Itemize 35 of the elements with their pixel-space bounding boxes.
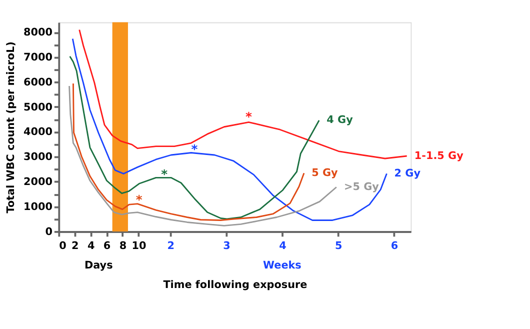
x2-tick-label: 10 bbox=[132, 240, 146, 252]
x-axis-title: Time following exposure bbox=[163, 278, 308, 291]
y-tick-label: 0 bbox=[45, 226, 53, 238]
y-tick-label: 8000 bbox=[24, 26, 53, 39]
x-tick-label: 5 bbox=[334, 240, 342, 252]
annotation: * bbox=[161, 167, 168, 182]
series-label: >5 Gy bbox=[344, 180, 380, 193]
series-label: 4 Gy bbox=[326, 114, 354, 126]
y-tick-label: 2000 bbox=[24, 176, 53, 188]
series-label: 5 Gy bbox=[312, 167, 338, 180]
x-tick-label: 3 bbox=[223, 240, 230, 252]
text: Days bbox=[84, 259, 113, 272]
series-label: 1-1.5 Gy bbox=[414, 150, 464, 162]
line-series bbox=[69, 56, 320, 220]
x2-tick-label: 0 bbox=[59, 240, 66, 252]
series-label: 2 Gy bbox=[394, 168, 421, 180]
x2-tick-label: 8 bbox=[119, 240, 127, 252]
line-series bbox=[72, 82, 305, 221]
text: Weeks bbox=[263, 259, 302, 272]
x-tick-label: 4 bbox=[279, 240, 286, 252]
annotation: * bbox=[136, 192, 143, 207]
annotation: * bbox=[191, 142, 198, 156]
y-axis-title: Total WBC count (per microL) bbox=[5, 41, 18, 214]
y-tick-label: 3000 bbox=[24, 151, 53, 164]
y-tick-label: 1000 bbox=[24, 200, 53, 213]
y-tick-label: 6000 bbox=[24, 76, 53, 88]
line-series bbox=[72, 38, 388, 221]
y-tick-label: 4000 bbox=[24, 126, 53, 138]
y-tick-label: 7000 bbox=[24, 51, 53, 64]
y-tick-label: 5000 bbox=[24, 101, 53, 114]
line-series bbox=[78, 29, 408, 160]
annotation: * bbox=[245, 110, 252, 124]
line-series bbox=[68, 85, 338, 226]
x-tick-label: 6 bbox=[390, 240, 398, 252]
x-tick-label: 2 bbox=[167, 240, 175, 252]
